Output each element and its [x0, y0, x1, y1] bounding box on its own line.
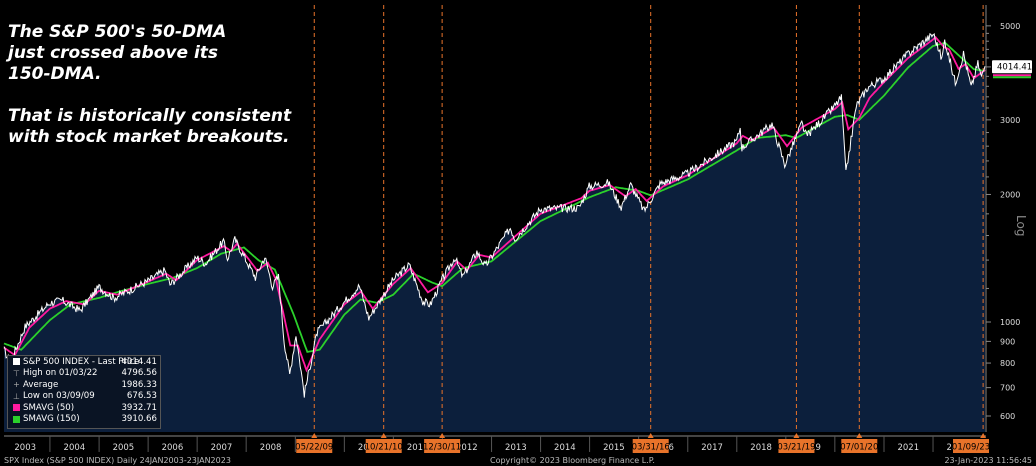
- footer-timestamp: 23-Jan-2023 11:56:45: [944, 456, 1032, 465]
- annotation-line: just crossed above its: [8, 43, 219, 63]
- legend-item-high[interactable]: ⊤ High on 01/03/22 4796.56: [8, 368, 160, 380]
- legend-value: 676.53: [126, 391, 157, 402]
- legend-label: Average: [23, 379, 59, 390]
- crossover-marker-label: 03/31/16: [632, 443, 670, 453]
- legend-item-average[interactable]: + Average 1986.33: [8, 379, 160, 391]
- crossover-marker-box: [424, 439, 461, 453]
- x-tick-label: 2004: [64, 443, 86, 453]
- legend-swatch: [13, 415, 20, 423]
- crossover-marker-box: [632, 439, 669, 453]
- crossover-marker-box: [296, 439, 333, 453]
- sma50-line: [3, 35, 986, 373]
- footer-copyright: Copyright© 2023 Bloomberg Finance L.P.: [490, 456, 655, 465]
- x-tick-label: 2006: [162, 443, 184, 453]
- x-tick-label: 2011: [407, 443, 429, 453]
- x-tick-label: 2021: [897, 443, 919, 453]
- legend-item-sma50[interactable]: SMAVG (50) 3932.71: [8, 402, 160, 414]
- legend-label: High on 01/03/22: [23, 368, 98, 379]
- crossover-marker-label: 03/21/19: [777, 443, 815, 453]
- x-tick-label: 2018: [750, 443, 772, 453]
- legend-value: 3910.66: [121, 414, 157, 425]
- legend-label: SMAVG (150): [23, 414, 80, 425]
- crossover-marker-label: 10/21/10: [365, 443, 403, 453]
- legend-label: S&P 500 INDEX - Last Price: [23, 356, 140, 367]
- footer-bar: SPX Index (S&P 500 INDEX) Daily 24JAN200…: [0, 455, 1036, 466]
- annotation-line: That is historically consistent: [8, 106, 292, 126]
- x-tick-label: 2012: [456, 443, 478, 453]
- crossover-lines-layer: [313, 5, 984, 432]
- legend-value: 1986.33: [121, 379, 157, 390]
- x-tick-label: 2014: [554, 443, 576, 453]
- price-line: [3, 32, 986, 398]
- crossover-date-markers: 05/22/09 10/21/10 12/30/11 03/31/16 03/21/19…: [295, 433, 990, 453]
- y-tick-label: 800: [1000, 359, 1015, 368]
- annotation-line: 150-DMA.: [8, 64, 102, 84]
- crossover-marker-label: 01/09/23: [952, 443, 990, 453]
- price-area-layer: [4, 33, 985, 433]
- legend-value: 4014.41: [121, 356, 157, 367]
- crossover-marker-arrow: [793, 433, 800, 438]
- crossover-marker-box: [778, 439, 815, 453]
- crossover-marker-arrow: [980, 433, 987, 438]
- x-tick-label: 2007: [211, 443, 233, 453]
- crossover-marker-arrow: [439, 433, 446, 438]
- y-tick-label: 600: [1000, 412, 1015, 421]
- chart-annotation: The S&P 500's 50-DMA just crossed above …: [8, 22, 338, 148]
- crossover-marker-box: [365, 439, 402, 453]
- crossover-marker-arrow: [380, 433, 387, 438]
- crossover-marker-label: 12/30/11: [423, 443, 461, 453]
- legend-item-sma150[interactable]: SMAVG (150) 3910.66: [8, 414, 160, 426]
- series-lines-layer: [3, 32, 986, 398]
- y-axis-scale-label: Log: [1014, 215, 1028, 236]
- legend-value: 4796.56: [121, 368, 157, 379]
- last-price-label: 4014.41: [997, 62, 1032, 72]
- y-tick-label: 3000: [1000, 116, 1020, 125]
- x-tick-label: 2008: [260, 443, 282, 453]
- crossover-marker-label: 05/22/09: [295, 443, 333, 453]
- x-tick-label: 2005: [113, 443, 135, 453]
- price-area-fill: [4, 33, 985, 433]
- annotation-line: with stock market breakouts.: [8, 127, 290, 147]
- y-tick-label: 5000: [1000, 22, 1020, 31]
- footer-security-info: SPX Index (S&P 500 INDEX) Daily 24JAN200…: [4, 456, 231, 465]
- x-tick-label: 2003: [14, 443, 36, 453]
- x-tick-label: 2015: [603, 443, 625, 453]
- legend-swatch: [13, 404, 20, 412]
- y-tick-label: 2000: [1000, 190, 1020, 199]
- legend-value: 3932.71: [121, 402, 157, 413]
- crossover-marker-arrow: [647, 433, 654, 438]
- legend: S&P 500 INDEX - Last Price 4014.41 ⊤ Hig…: [7, 355, 161, 429]
- low-marker-icon: ⊥: [13, 391, 20, 401]
- average-marker-icon: +: [13, 380, 20, 390]
- y-axis: 600700800900100020003000400050004014.41L…: [985, 5, 1032, 432]
- legend-swatch: [13, 358, 20, 366]
- crossover-marker-arrow: [856, 433, 863, 438]
- high-marker-icon: ⊤: [13, 368, 20, 378]
- legend-label: SMAVG (50): [23, 402, 75, 413]
- x-tick-label: 2013: [505, 443, 527, 453]
- crossover-marker-box: [841, 439, 878, 453]
- crossover-marker-arrow: [311, 433, 318, 438]
- legend-item-last-price[interactable]: S&P 500 INDEX - Last Price 4014.41: [8, 356, 160, 368]
- last-price-box: [992, 60, 1032, 74]
- y-tick-label: 1000: [1000, 318, 1020, 327]
- crossover-marker-box: [953, 439, 989, 453]
- legend-item-low[interactable]: ⊥ Low on 03/09/09 676.53: [8, 391, 160, 403]
- y-tick-label: 700: [1000, 384, 1015, 393]
- annotation-line: The S&P 500's 50-DMA: [8, 22, 227, 42]
- y-tick-label: 900: [1000, 337, 1015, 346]
- x-tick-label: 2017: [701, 443, 723, 453]
- legend-label: Low on 03/09/09: [23, 391, 95, 402]
- annotation-spacer: [8, 85, 338, 106]
- crossover-marker-label: 07/01/20: [840, 443, 878, 453]
